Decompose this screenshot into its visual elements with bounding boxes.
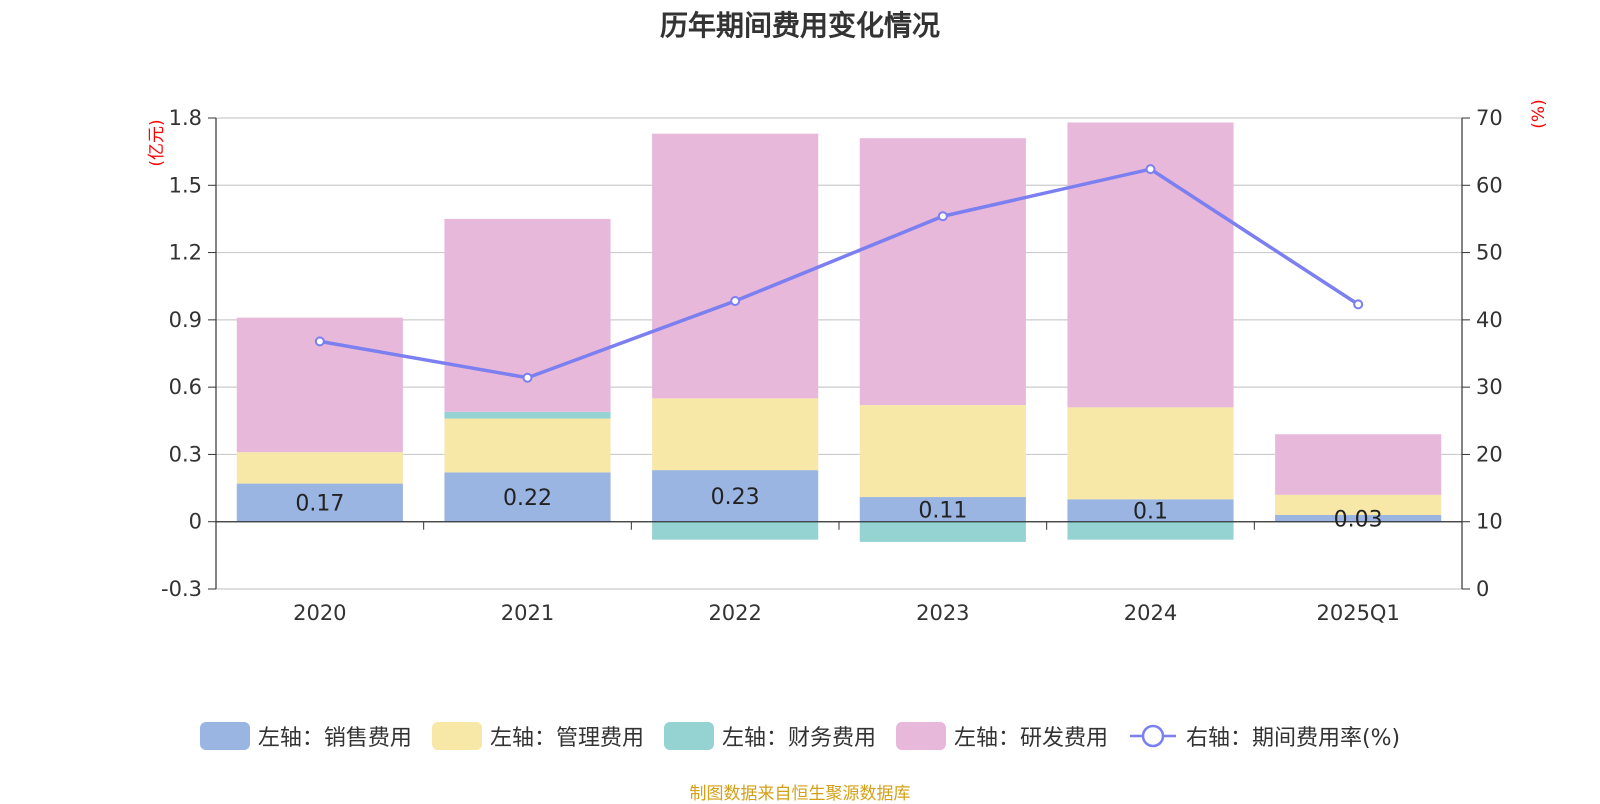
- legend-label: 左轴：研发费用: [953, 726, 1108, 751]
- x-tick-label: 2024: [1124, 601, 1177, 625]
- legend-swatch: [199, 722, 250, 750]
- bar-左轴销售费用-2024: [1067, 499, 1234, 522]
- right-tick-label: 40: [1476, 308, 1503, 332]
- left-tick-label: 0.9: [169, 308, 202, 332]
- right-tick-label: 60: [1476, 173, 1503, 197]
- bar-data-label: 0.17: [295, 492, 344, 517]
- legend-item[interactable]: 左轴：财务费用: [663, 720, 876, 752]
- left-tick-label: 1.8: [169, 106, 202, 130]
- bar-左轴管理费用-2020: [236, 452, 403, 484]
- source-note: 制图数据来自恒生聚源数据库: [689, 784, 911, 804]
- legend-item[interactable]: 左轴：研发费用: [895, 720, 1108, 752]
- left-tick-label: 0.3: [169, 442, 202, 466]
- expense-rate-point-2022: [730, 296, 741, 307]
- bar-左轴销售费用-2025Q1: [1275, 514, 1442, 522]
- bar-左轴研发费用-2025Q1: [1275, 434, 1442, 495]
- x-tick-label: 2022: [708, 601, 761, 625]
- bar-data-label: 0.23: [711, 485, 760, 510]
- bar-左轴研发费用-2021: [444, 218, 611, 412]
- bar-左轴研发费用-2022: [652, 133, 819, 399]
- legend-item[interactable]: 左轴：销售费用: [199, 720, 412, 752]
- legend-label: 左轴：财务费用: [721, 726, 876, 751]
- expense-rate-point-2020: [314, 336, 325, 347]
- right-tick-label: 20: [1476, 442, 1503, 466]
- x-tick-label: 2023: [916, 601, 969, 625]
- left-axis-unit: (亿元): [147, 119, 167, 166]
- left-tick-label: 0: [189, 510, 202, 534]
- bar-左轴销售费用-2023: [859, 497, 1026, 522]
- bar-左轴管理费用-2025Q1: [1275, 494, 1442, 515]
- left-tick-label: -0.3: [161, 577, 202, 601]
- legend-item[interactable]: 左轴：管理费用: [431, 720, 644, 752]
- bar-左轴管理费用-2023: [859, 405, 1026, 498]
- bar-左轴销售费用-2022: [652, 470, 819, 522]
- chart-title: 历年期间费用变化情况: [659, 9, 940, 42]
- legend-swatch: [895, 722, 946, 750]
- bar-左轴管理费用-2022: [652, 398, 819, 471]
- expense-rate-line: [319, 167, 1360, 380]
- bar-左轴管理费用-2021: [444, 418, 611, 473]
- legend-label: 左轴：销售费用: [257, 726, 412, 751]
- right-axis-unit: (%): [1529, 99, 1549, 128]
- right-tick-label: 30: [1476, 375, 1503, 399]
- expense-rate-point-2024: [1145, 164, 1156, 175]
- right-tick-label: 50: [1476, 241, 1503, 265]
- bar-左轴财务费用-2024: [1067, 521, 1234, 540]
- left-tick-label: 1.5: [169, 173, 202, 197]
- legend-line-swatch: [1129, 724, 1176, 748]
- bar-左轴研发费用-2023: [859, 138, 1026, 406]
- bar-data-label: 0.1: [1133, 500, 1168, 525]
- left-tick-label: 1.2: [169, 241, 202, 265]
- left-tick-label: 0.6: [169, 375, 202, 399]
- bar-data-label: 0.22: [503, 486, 552, 511]
- x-tick-label: 2020: [293, 601, 346, 625]
- bar-data-label: 0.11: [918, 498, 967, 523]
- right-tick-label: 70: [1476, 106, 1503, 130]
- legend-swatch: [663, 722, 714, 750]
- expense-rate-point-2025Q1: [1353, 299, 1364, 310]
- legend-marker: [1141, 724, 1165, 748]
- expense-rate-point-2021: [522, 372, 533, 383]
- legend-item[interactable]: 右轴：期间费用率(%): [1128, 720, 1400, 752]
- legend-swatch: [431, 722, 482, 750]
- bar-左轴销售费用-2020: [236, 483, 403, 522]
- chart-plot: -0.3 0 0.3 0.6 0.9 1.2 1.5 1.8 0 10 20 30 40 50 60 70 2…: [147, 99, 1549, 625]
- expense-rate-point-2023: [937, 211, 948, 222]
- x-tick-label: 2025Q1: [1316, 601, 1399, 625]
- right-tick-label: 10: [1476, 510, 1503, 534]
- legend-label: 左轴：管理费用: [489, 726, 644, 751]
- bar-左轴销售费用-2021: [444, 472, 611, 522]
- bar-左轴财务费用-2022: [652, 521, 819, 540]
- right-tick-label: 0: [1476, 577, 1489, 601]
- bar-左轴管理费用-2024: [1067, 407, 1234, 500]
- bar-data-label: 0.03: [1334, 507, 1383, 532]
- x-tick-label: 2021: [501, 601, 554, 625]
- bar-左轴财务费用-2021: [444, 411, 611, 419]
- legend: 左轴：销售费用 左轴：管理费用 左轴：财务费用 左轴：研发费用 右轴：期间费用率(%): [0, 720, 1600, 752]
- legend-label: 右轴：期间费用率(%): [1185, 726, 1401, 751]
- bar-左轴财务费用-2023: [859, 521, 1026, 542]
